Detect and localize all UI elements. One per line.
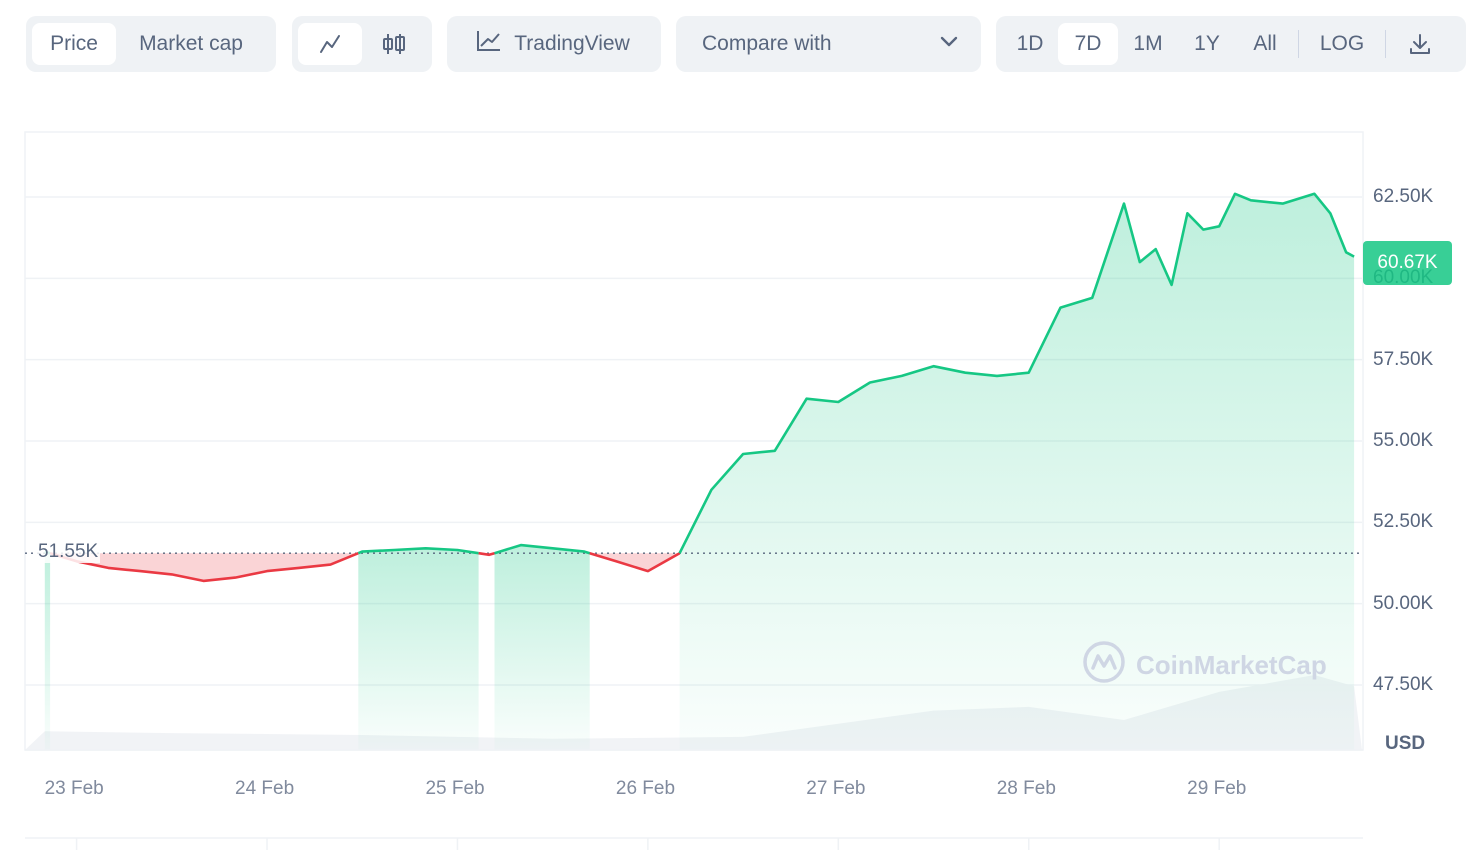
area-up xyxy=(358,548,479,750)
x-tick-label: 24 Feb xyxy=(235,778,295,799)
x-tick-label: 29 Feb xyxy=(1187,778,1247,799)
candlestick-icon[interactable] xyxy=(362,23,426,65)
x-tick-label: 26 Feb xyxy=(615,778,676,799)
open-price-label: 51.55K xyxy=(36,541,101,564)
x-tick-label: 27 Feb xyxy=(806,778,866,799)
divider xyxy=(1298,30,1299,58)
range-1y[interactable]: 1Y xyxy=(1194,32,1220,55)
chart-type-toggle xyxy=(292,16,432,72)
y-tick-label: 57.50K xyxy=(1373,348,1434,370)
price-area xyxy=(44,193,1355,751)
tradingview-button[interactable]: TradingView xyxy=(453,23,653,65)
y-tick-label: 47.50K xyxy=(1373,673,1434,695)
chart-toolbar: Price Market cap TradingView Compare wit… xyxy=(26,16,1466,72)
watermark: CoinMarketCap xyxy=(1082,640,1327,691)
line-down xyxy=(49,551,359,583)
x-tick-label: 23 Feb xyxy=(44,778,104,799)
watermark-text: CoinMarketCap xyxy=(1136,650,1327,680)
download-icon[interactable] xyxy=(1390,23,1450,65)
area-down xyxy=(50,553,359,581)
area-up xyxy=(44,551,51,750)
currency-label: USD xyxy=(1385,733,1426,754)
area-up xyxy=(494,545,590,750)
line-up xyxy=(494,543,591,555)
range-selector: 1D 7D 1M 1Y All LOG xyxy=(996,16,1466,72)
coinmarketcap-logo-icon xyxy=(1082,640,1126,691)
tradingview-group: TradingView xyxy=(447,16,661,72)
line-chart-icon[interactable] xyxy=(298,23,362,65)
area-up xyxy=(679,193,1355,751)
price-line xyxy=(44,192,1355,583)
compare-select[interactable]: Compare with xyxy=(682,23,972,65)
view-toggle: Price Market cap xyxy=(26,16,276,72)
tab-market-cap[interactable]: Market cap xyxy=(139,32,243,55)
range-all[interactable]: All xyxy=(1253,32,1277,55)
range-1m[interactable]: 1M xyxy=(1133,32,1163,55)
x-tick-label: 25 Feb xyxy=(425,778,485,799)
compare-label: Compare with xyxy=(702,32,832,55)
y-tick-label: 50.00K xyxy=(1373,592,1434,614)
divider xyxy=(1385,30,1386,58)
line-up xyxy=(678,192,1355,554)
line-up xyxy=(357,547,479,555)
tab-price[interactable]: Price xyxy=(32,23,116,65)
y-tick-label: 55.00K xyxy=(1373,430,1434,451)
compare-dropdown[interactable]: Compare with xyxy=(676,16,981,72)
area-down xyxy=(589,553,680,572)
range-7d[interactable]: 7D xyxy=(1058,23,1118,65)
tradingview-label: TradingView xyxy=(514,32,630,55)
chevron-down-icon xyxy=(938,30,960,58)
tradingview-icon xyxy=(476,30,502,58)
current-price-badge: 60.67K xyxy=(1363,241,1452,285)
line-down xyxy=(478,551,495,557)
range-1d[interactable]: 1D xyxy=(1016,32,1044,55)
log-toggle[interactable]: LOG xyxy=(1319,32,1365,55)
x-tick-label: 28 Feb xyxy=(996,778,1056,799)
y-tick-label: 62.50K xyxy=(1373,186,1434,208)
y-tick-label: 52.50K xyxy=(1373,511,1434,533)
line-down xyxy=(589,551,681,573)
